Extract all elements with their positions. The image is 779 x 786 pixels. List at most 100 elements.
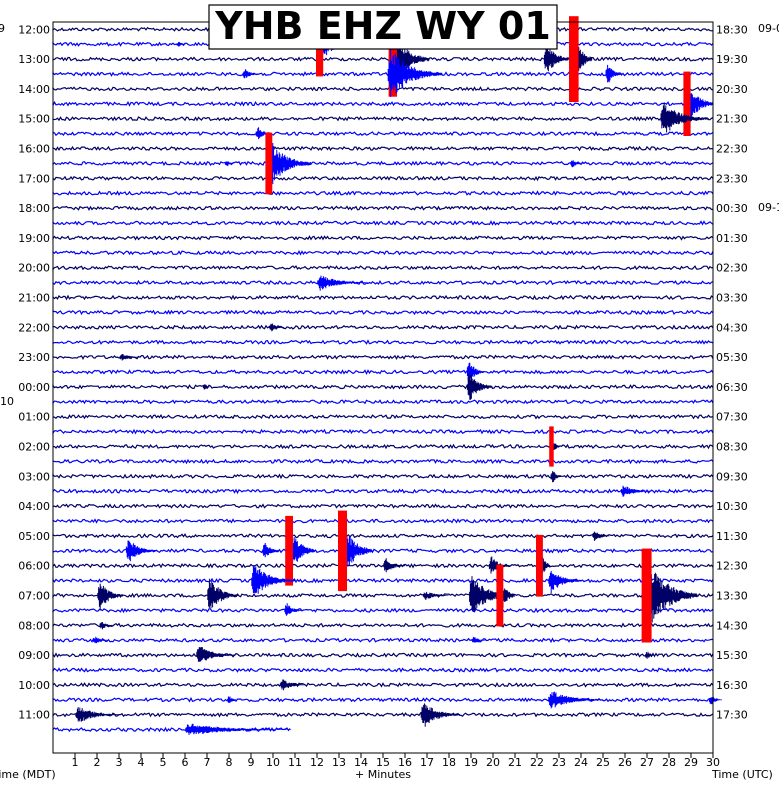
event-burst xyxy=(92,636,109,644)
trace-line xyxy=(52,130,714,137)
right-hour-label: 17:30 xyxy=(716,709,748,722)
clipped-marker xyxy=(569,16,579,103)
trace-line xyxy=(52,205,714,211)
left-hour-label: 03:00 xyxy=(18,470,50,483)
clipped-marker xyxy=(536,534,543,597)
right-hour-label: 16:30 xyxy=(716,679,748,692)
left-hour-label: 04:00 xyxy=(18,500,50,513)
event-burst xyxy=(620,485,652,497)
right-time-axis: 18:30 19:30 20:30 21:30 22:30 23:30 00:30 01:30… xyxy=(716,23,748,721)
x-tick-label: 8 xyxy=(226,756,233,769)
clipped-marker xyxy=(641,548,652,643)
event-burst xyxy=(548,571,582,593)
clipped-marker xyxy=(496,564,504,627)
x-tick-label: 1 xyxy=(72,756,79,769)
right-hour-label: 02:30 xyxy=(716,262,748,275)
x-tick-label: 20 xyxy=(486,756,500,769)
event-burst xyxy=(605,64,623,83)
trace-line xyxy=(52,667,714,673)
x-tick-label: 9 xyxy=(248,756,255,769)
left-hour-label: 09:00 xyxy=(18,649,50,662)
right-hour-label: 14:30 xyxy=(716,619,748,632)
x-tick-label: 2 xyxy=(94,756,101,769)
trace-line xyxy=(52,249,714,256)
x-tick-label: 18 xyxy=(442,756,456,769)
title-box xyxy=(208,4,558,50)
trace-line xyxy=(52,309,714,316)
right-hour-label: 13:30 xyxy=(716,590,748,603)
x-tick-label: 27 xyxy=(640,756,654,769)
left-hour-label: 10:00 xyxy=(18,679,50,692)
left-hour-label: 02:00 xyxy=(18,441,50,454)
trace-line xyxy=(52,577,714,584)
event-burst xyxy=(543,44,570,72)
left-hour-label: 00:00 xyxy=(18,381,50,394)
event-burst xyxy=(279,679,306,691)
trace-line xyxy=(52,56,714,62)
right-hour-label: 04:30 xyxy=(716,321,748,334)
event-burst xyxy=(466,372,493,400)
trace-line xyxy=(52,100,714,107)
x-tick-label: 28 xyxy=(662,756,676,769)
x-tick-label: 10 xyxy=(266,756,280,769)
x-tick-label: 12 xyxy=(310,756,324,769)
event-burst xyxy=(268,323,285,332)
trace-line xyxy=(52,399,714,405)
left-hour-label: 14:00 xyxy=(18,83,50,96)
event-burst xyxy=(471,636,487,643)
trace-line xyxy=(52,190,714,197)
right-date-label: 09-0 xyxy=(758,22,779,35)
right-date-label: 09-1 xyxy=(758,201,779,214)
trace-line xyxy=(52,458,714,465)
x-tick-label: 21 xyxy=(508,756,522,769)
right-hour-label: 18:30 xyxy=(716,23,748,36)
right-hour-label: 03:30 xyxy=(716,292,748,305)
x-tick-label: 13 xyxy=(332,756,346,769)
left-date-label: -10 xyxy=(0,395,14,408)
x-tick-label: 30 xyxy=(706,756,720,769)
x-axis-title: + Minutes xyxy=(355,768,411,781)
trace-line xyxy=(52,70,714,77)
right-hour-label: 08:30 xyxy=(716,441,748,454)
event-burst xyxy=(262,543,280,558)
trace-line xyxy=(52,696,714,703)
trace-line xyxy=(52,503,714,509)
event-burst xyxy=(185,723,292,735)
trace-line xyxy=(52,473,714,480)
right-hour-label: 10:30 xyxy=(716,500,748,513)
trace-line xyxy=(52,607,714,614)
x-tick-label: 16 xyxy=(398,756,412,769)
right-hour-label: 09:30 xyxy=(716,470,748,483)
event-burst xyxy=(224,161,234,167)
event-burst xyxy=(176,42,186,47)
trace-line xyxy=(52,488,714,495)
x-axis: 1 2 3 4 5 6 7 8 9 10 11 12 13 14 15 16 17 18 19 20 21 22 23 24 2… xyxy=(72,753,720,769)
right-hour-label: 20:30 xyxy=(716,83,748,96)
x-tick-label: 26 xyxy=(618,756,632,769)
left-hour-label: 11:00 xyxy=(18,709,50,722)
clipped-marker xyxy=(338,510,347,592)
event-burst xyxy=(75,707,120,722)
event-burst xyxy=(242,69,260,79)
event-burst xyxy=(420,703,461,727)
right-hour-label: 12:30 xyxy=(716,560,748,573)
trace-line xyxy=(52,115,714,122)
event-burst xyxy=(383,558,406,573)
trace-line xyxy=(52,220,714,226)
left-hour-label: 21:00 xyxy=(18,292,50,305)
trace-line xyxy=(52,86,714,92)
trace-line xyxy=(52,279,714,286)
event-burst xyxy=(317,275,368,291)
x-tick-label: 22 xyxy=(530,756,544,769)
left-hour-label: 13:00 xyxy=(18,53,50,66)
x-tick-label: 14 xyxy=(354,756,368,769)
trace-line xyxy=(52,681,714,688)
clipped-marker xyxy=(265,132,273,195)
trace-line xyxy=(52,518,714,524)
trace-line xyxy=(52,652,714,658)
event-burst xyxy=(387,48,443,97)
event-burst xyxy=(119,354,142,361)
x-tick-label: 3 xyxy=(116,756,123,769)
right-hour-label: 01:30 xyxy=(716,232,748,245)
